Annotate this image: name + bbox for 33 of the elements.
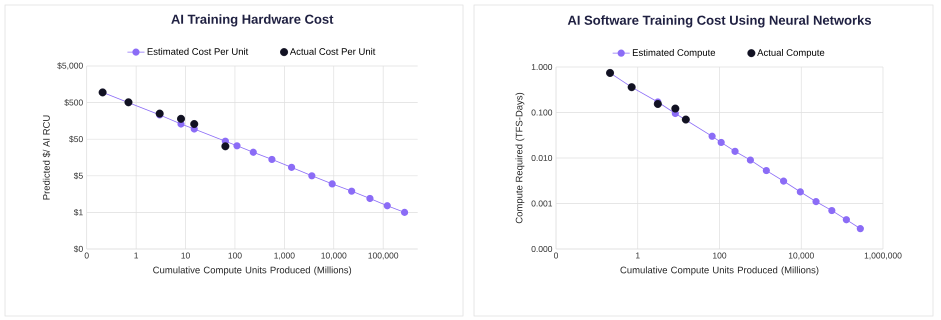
x-tick-label: 1 <box>134 252 138 258</box>
x-tick-label: 100 <box>228 252 242 259</box>
y-tick-label: $5,000 <box>57 62 83 70</box>
x-tick-label: 1,000,000 <box>864 252 902 260</box>
chart-title: AI Training Hardware Cost <box>171 14 334 26</box>
y-tick-label: $0 <box>74 246 83 252</box>
y-tick-label: 0.100 <box>532 109 552 116</box>
x-tick-label: 1,000 <box>274 252 295 260</box>
y-tick-label: $5 <box>74 172 83 180</box>
legend-label: Estimated Compute <box>632 48 716 58</box>
legend-label: Actual Cost Per Unit <box>290 48 376 55</box>
x-tick-label: 0 <box>554 252 558 259</box>
y-tick-label: 1.000 <box>532 64 552 70</box>
x-tick-label: 0 <box>84 252 89 259</box>
y-tick-label: $50 <box>69 136 83 143</box>
x-tick-label: 1 <box>636 252 640 258</box>
y-tick-label: 0.000 <box>532 246 552 252</box>
x-tick-label: 10,000 <box>321 252 346 260</box>
y-axis-title: Predicted $/ AI RCU <box>42 115 50 200</box>
y-axis-title: Compute Required (TFS-Days) <box>515 92 524 224</box>
x-axis-title: Cumulative Compute Units Produced (Millions) <box>620 266 818 276</box>
y-tick-label: $1 <box>74 208 83 216</box>
chart-title: AI Software Training Cost Using Neural Networks <box>568 15 872 28</box>
x-tick-label: 10,000 <box>788 252 814 260</box>
x-tick-label: 10 <box>181 252 190 259</box>
x-tick-label: 100,000 <box>368 252 398 260</box>
y-tick-label: 0.001 <box>532 200 552 206</box>
legend-label: Actual Compute <box>757 48 824 58</box>
y-tick-label: 0.010 <box>532 154 552 161</box>
y-tick-label: $500 <box>64 99 83 106</box>
x-axis-title: Cumulative Compute Units Produced (Millions) <box>153 266 352 276</box>
legend-label: Estimated Cost Per Unit <box>148 48 248 55</box>
x-tick-label: 100 <box>713 252 726 259</box>
